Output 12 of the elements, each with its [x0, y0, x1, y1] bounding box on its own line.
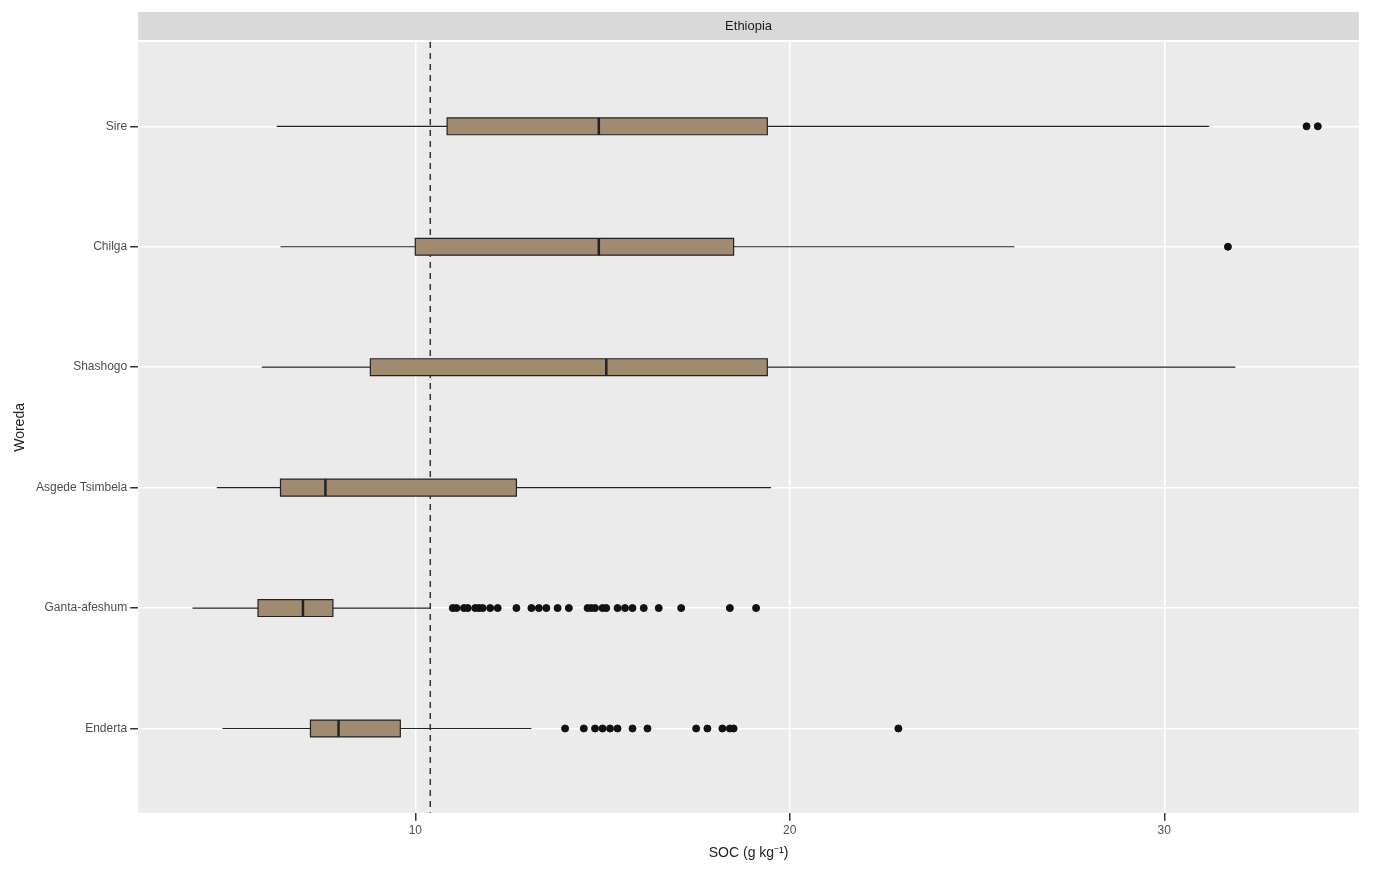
y-axis-title: Woreda — [11, 402, 28, 452]
y-tick-label: Chilga — [93, 239, 128, 254]
x-tick-label: 30 — [1157, 823, 1172, 838]
y-tick-label: Enderta — [85, 720, 128, 735]
x-tick-label: 20 — [783, 823, 797, 838]
y-tick-label: Shashogo — [73, 359, 128, 374]
x-tick-label: 10 — [408, 823, 423, 838]
y-tick-label: Ganta-afeshum — [44, 600, 128, 615]
y-tick-label: Asgede Tsimbela — [36, 479, 128, 494]
x-axis-title: SOC (g kg⁻¹) — [708, 844, 789, 861]
y-tick-label: Sire — [105, 118, 128, 133]
chart-title: Ethiopia — [725, 17, 773, 33]
